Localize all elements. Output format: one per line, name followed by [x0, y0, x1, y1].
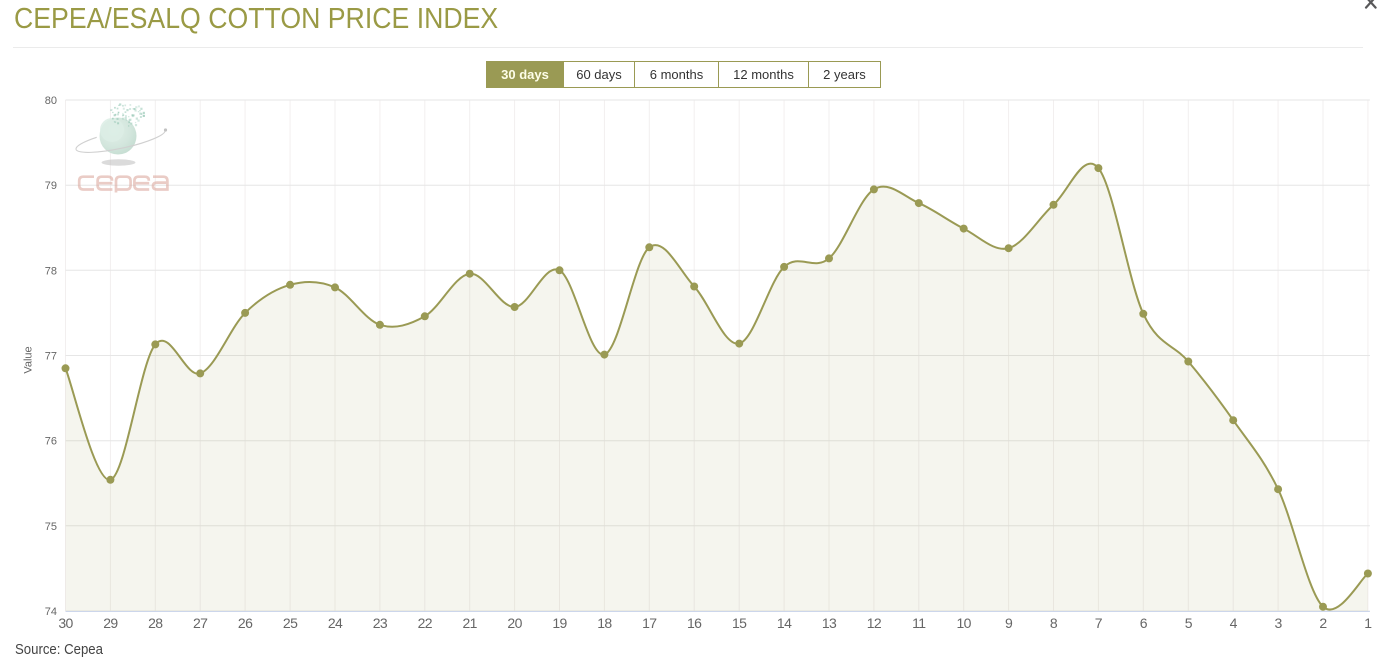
- svg-text:29: 29: [103, 615, 118, 631]
- svg-text:9: 9: [1005, 615, 1013, 631]
- svg-text:76: 76: [45, 436, 57, 448]
- svg-text:25: 25: [283, 615, 298, 631]
- svg-text:80: 80: [45, 95, 57, 107]
- svg-text:14: 14: [777, 615, 792, 631]
- svg-text:8: 8: [1050, 615, 1058, 631]
- svg-text:1: 1: [1364, 615, 1372, 631]
- svg-text:74: 74: [45, 606, 57, 618]
- svg-text:11: 11: [912, 615, 926, 631]
- svg-text:2: 2: [1319, 615, 1327, 631]
- svg-text:13: 13: [822, 615, 837, 631]
- svg-text:20: 20: [507, 615, 522, 631]
- svg-text:21: 21: [463, 615, 478, 631]
- svg-text:77: 77: [45, 351, 57, 363]
- svg-text:19: 19: [552, 615, 567, 631]
- svg-text:78: 78: [45, 265, 57, 277]
- svg-text:5: 5: [1185, 615, 1193, 631]
- svg-text:16: 16: [687, 615, 702, 631]
- svg-text:27: 27: [193, 615, 208, 631]
- svg-text:17: 17: [642, 615, 657, 631]
- svg-text:18: 18: [597, 615, 612, 631]
- svg-text:6: 6: [1140, 615, 1148, 631]
- svg-text:12: 12: [867, 615, 882, 631]
- svg-text:Source: Cepea: Source: Cepea: [15, 640, 103, 657]
- svg-text:Value: Value: [23, 346, 35, 373]
- svg-text:10: 10: [957, 615, 972, 631]
- svg-text:28: 28: [148, 615, 163, 631]
- svg-text:79: 79: [45, 180, 57, 192]
- svg-text:23: 23: [373, 615, 388, 631]
- svg-text:15: 15: [732, 615, 747, 631]
- svg-text:CEPEA/ESALQ COTTON PRICE INDEX: CEPEA/ESALQ COTTON PRICE INDEX: [14, 2, 498, 34]
- svg-text:22: 22: [418, 615, 433, 631]
- svg-text:7: 7: [1095, 615, 1103, 631]
- svg-text:30: 30: [58, 615, 73, 631]
- svg-text:26: 26: [238, 615, 253, 631]
- svg-text:24: 24: [328, 615, 343, 631]
- svg-text:75: 75: [45, 521, 57, 533]
- svg-text:4: 4: [1230, 615, 1238, 631]
- svg-text:3: 3: [1275, 615, 1283, 631]
